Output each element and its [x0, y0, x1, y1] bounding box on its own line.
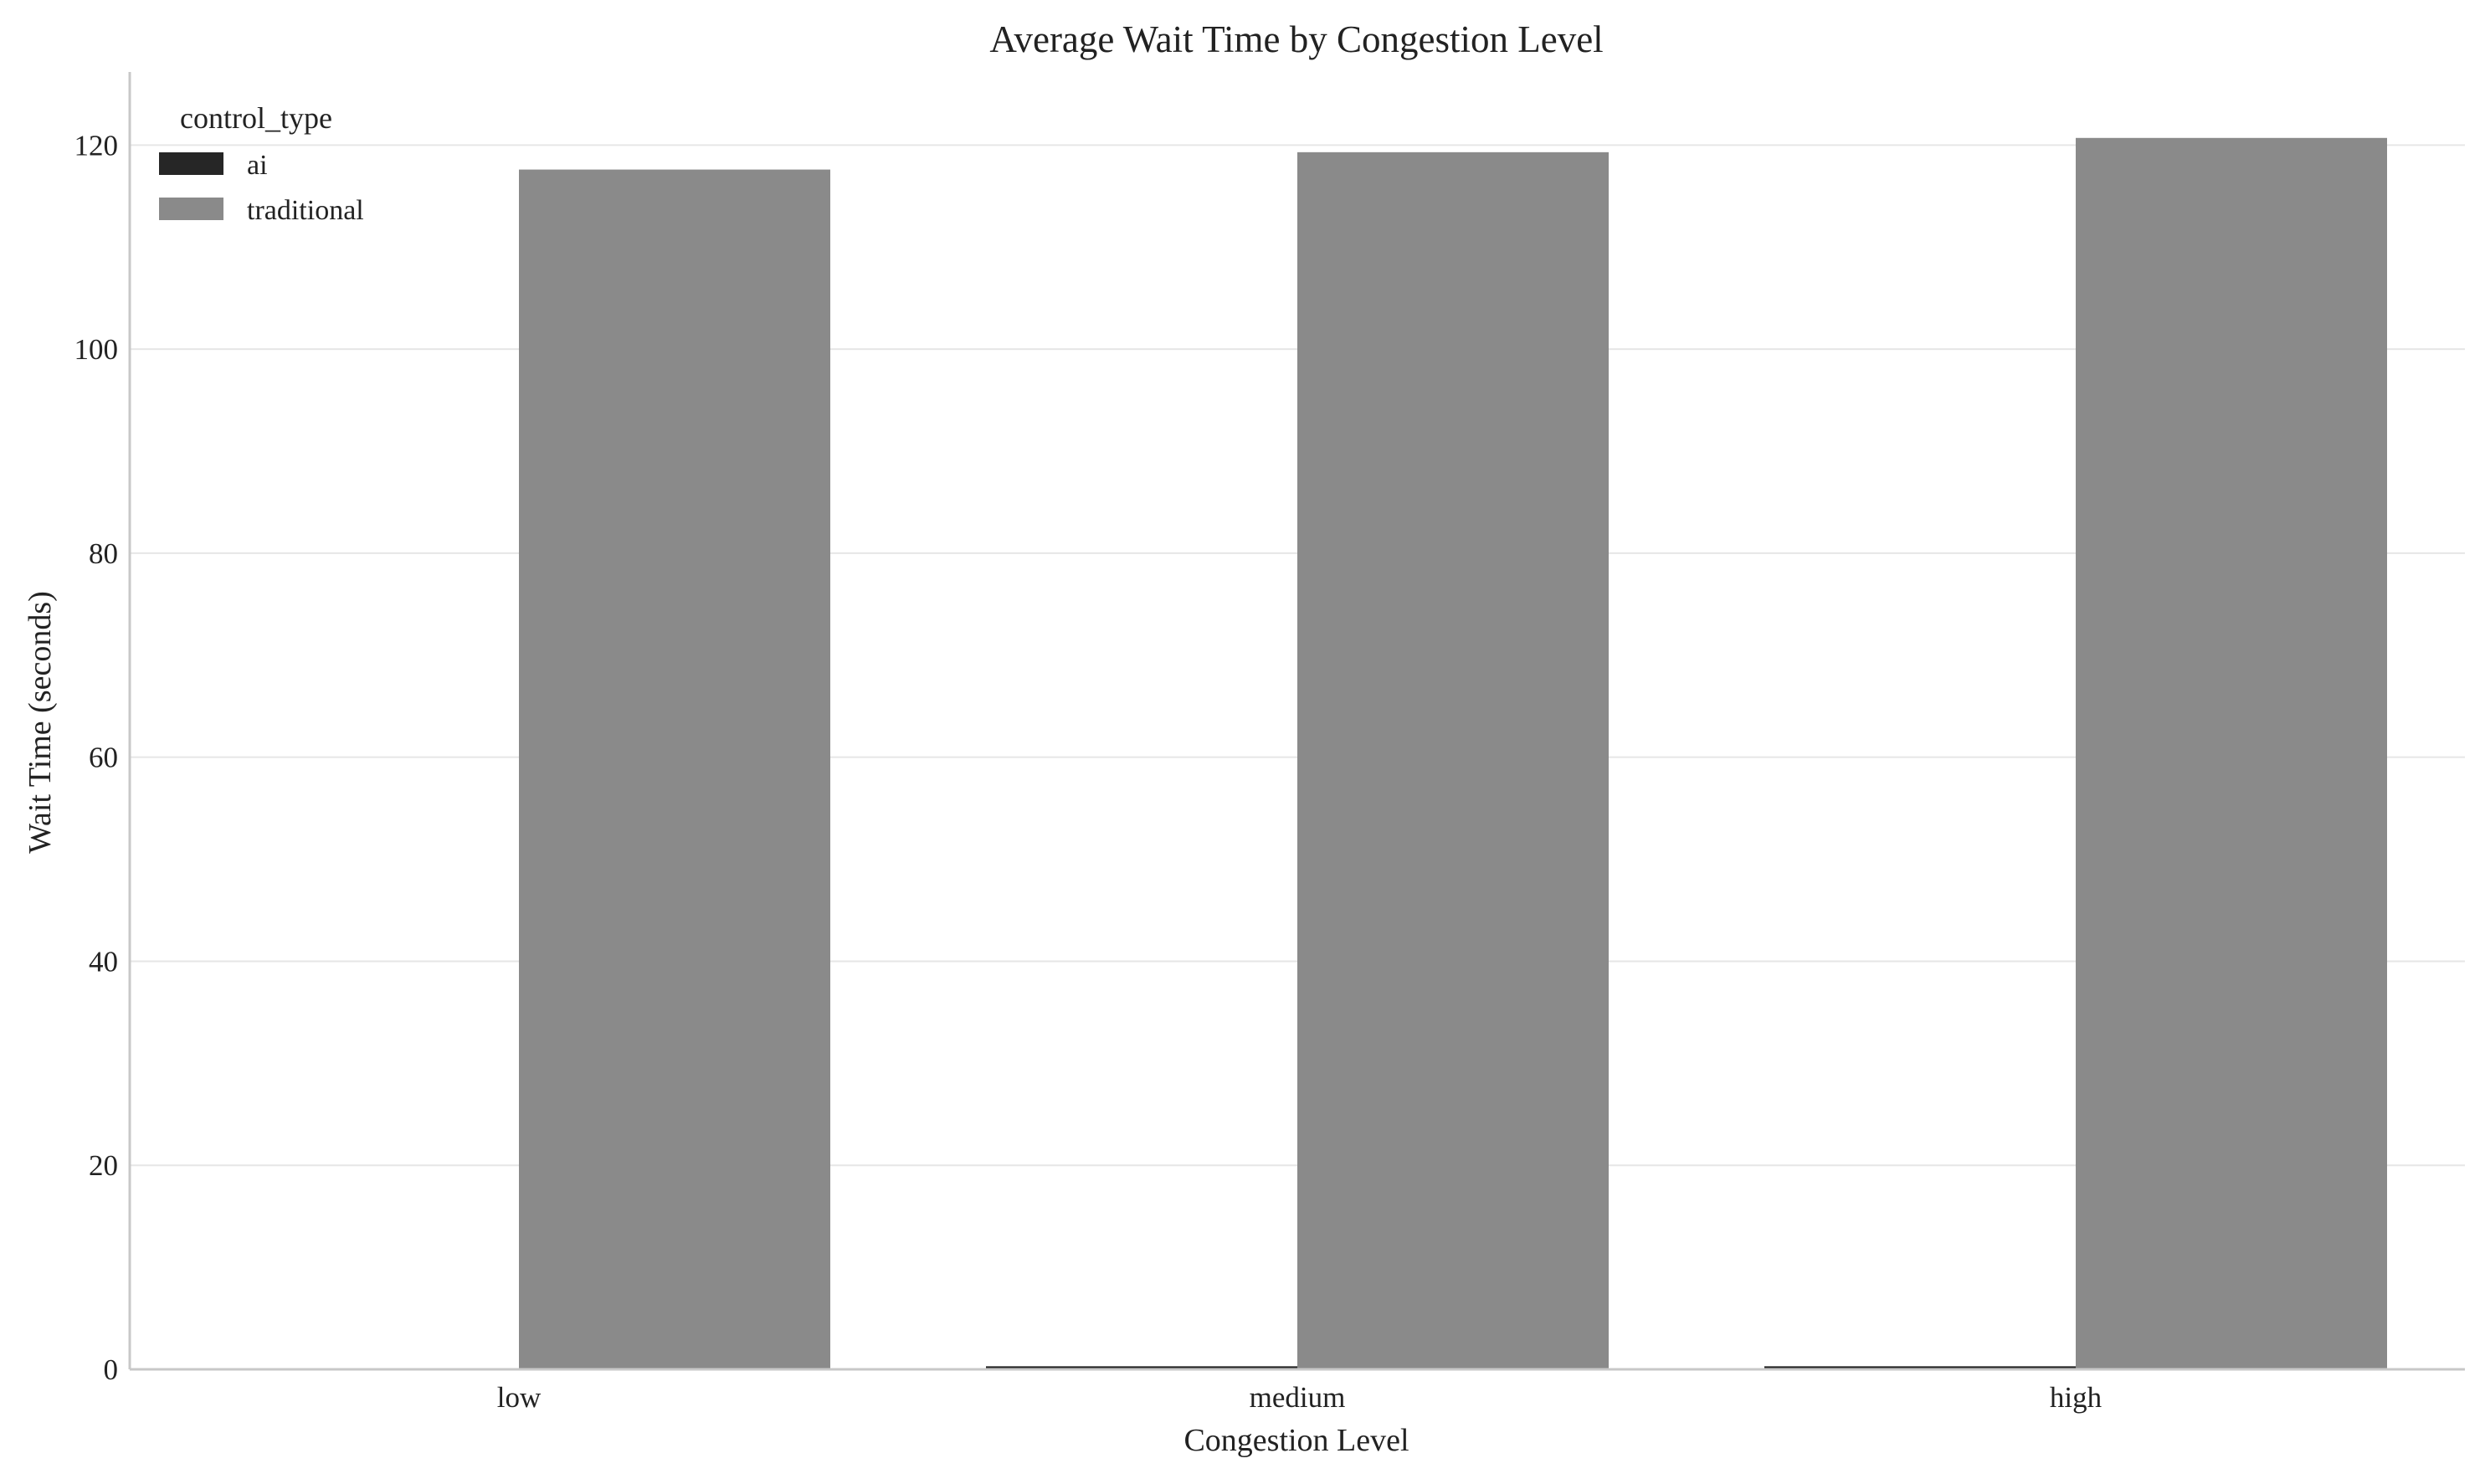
bar-traditional-high — [2076, 137, 2387, 1370]
chart-title: Average Wait Time by Congestion Level — [989, 18, 1603, 60]
y-tick-label: 80 — [89, 537, 118, 570]
axes — [128, 72, 2465, 1371]
legend: control_type ai traditional — [159, 101, 364, 226]
bar-ai-high — [1764, 1366, 2076, 1369]
y-axis-label: Wait Time (seconds) — [23, 591, 58, 854]
x-tick-label: low — [497, 1381, 542, 1414]
x-tick-label: high — [2050, 1381, 2102, 1414]
legend-items: ai traditional — [159, 150, 364, 226]
bars — [208, 137, 2387, 1370]
x-axis-label: Congestion Level — [1183, 1423, 1409, 1458]
y-tick-labels: 0 20 40 60 80 100 120 — [74, 129, 119, 1386]
bar-traditional-medium — [1297, 151, 1609, 1370]
y-tick-label: 60 — [89, 742, 118, 774]
legend-label-ai: ai — [247, 150, 268, 181]
x-tick-label: medium — [1250, 1381, 1346, 1414]
legend-label-traditional: traditional — [247, 195, 364, 226]
legend-swatch-ai — [159, 152, 223, 175]
y-tick-label: 20 — [89, 1149, 118, 1182]
x-tick-labels: low medium high — [497, 1381, 2102, 1414]
y-tick-label: 0 — [104, 1353, 119, 1386]
y-tick-label: 100 — [74, 333, 119, 366]
bar-traditional-low — [519, 169, 830, 1369]
legend-title: control_type — [180, 101, 332, 135]
legend-swatch-traditional — [159, 198, 223, 220]
y-tick-label: 40 — [89, 945, 118, 978]
y-tick-label: 120 — [74, 129, 119, 162]
bar-ai-medium — [986, 1366, 1297, 1369]
